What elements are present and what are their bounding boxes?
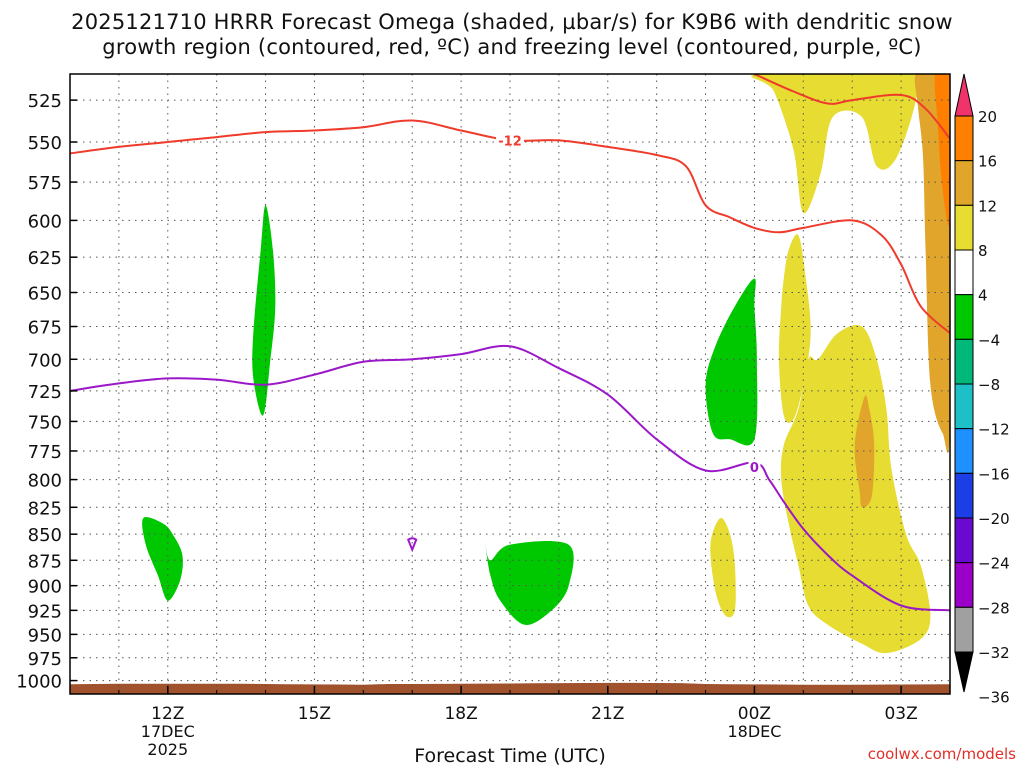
y-tick-label-950: 950 bbox=[28, 625, 62, 646]
y-tick-label-775: 775 bbox=[28, 442, 62, 463]
colorbar-cap-bottom bbox=[954, 651, 974, 693]
x-tick-label-00Z: 00Z bbox=[738, 704, 771, 724]
colorbar-label-6: −8 bbox=[978, 376, 1000, 394]
dgz-label-bg bbox=[496, 132, 524, 147]
site-credit: coolwx.com/models bbox=[867, 745, 1016, 763]
colorbar-label-2: 12 bbox=[978, 197, 997, 215]
colorbar-cap-top bbox=[954, 73, 974, 117]
y-tick-label-575: 575 bbox=[28, 173, 62, 194]
x-tick-sublabel-17DEC: 17DEC bbox=[141, 722, 195, 741]
omega-region-8 bbox=[881, 600, 918, 645]
x-tick-sublabel-2025: 2025 bbox=[147, 740, 188, 759]
contours: -12 0 bbox=[70, 74, 950, 612]
colorbar-swatch-5 bbox=[954, 294, 974, 340]
omega-region-10 bbox=[705, 278, 758, 446]
colorbar-label-5: −4 bbox=[978, 331, 1000, 349]
y-tick-label-900: 900 bbox=[28, 577, 62, 598]
colorbar-swatch-2 bbox=[954, 160, 974, 206]
freezing-level-line bbox=[70, 344, 950, 612]
y-tick-label-925: 925 bbox=[28, 601, 62, 622]
colorbar-swatch-10 bbox=[954, 517, 974, 564]
y-tick-label-750: 750 bbox=[28, 412, 62, 433]
colorbar-label-8: −16 bbox=[978, 465, 1010, 483]
y-tick-label-675: 675 bbox=[28, 318, 62, 339]
colorbar-label-11: −28 bbox=[978, 599, 1010, 617]
chart-title-line-1: 2025121710 HRRR Forecast Omega (shaded, … bbox=[71, 10, 953, 34]
y-tick-label-975: 975 bbox=[28, 649, 62, 670]
y-tick-label-725: 725 bbox=[28, 382, 62, 403]
freezing-level-bubble bbox=[407, 537, 418, 553]
colorbar-swatch-7 bbox=[954, 383, 974, 430]
x-tick-label-18Z: 18Z bbox=[444, 704, 477, 724]
colorbar-swatch-8 bbox=[954, 428, 974, 474]
x-tick-label-21Z: 21Z bbox=[591, 704, 624, 724]
colorbar-label-1: 16 bbox=[978, 153, 997, 171]
omega-region-7 bbox=[710, 517, 736, 618]
colorbar-label-0: 20 bbox=[978, 108, 997, 126]
y-tick-label-875: 875 bbox=[28, 551, 62, 572]
colorbar-swatch-4 bbox=[954, 249, 974, 296]
freezing-label-bg bbox=[748, 459, 761, 475]
omega-region-3 bbox=[780, 324, 931, 654]
freezing-level-label: 0 bbox=[750, 461, 759, 476]
colorbar-label-3: 8 bbox=[978, 242, 988, 260]
pressure-axis: 525 550 575 600 625 650 675 700 725 750 775 800 825 8… bbox=[16, 91, 77, 693]
colorbar-label-13: −36 bbox=[978, 689, 1010, 707]
dgz-contour-line-upper bbox=[753, 74, 950, 140]
colorbar-label-7: −12 bbox=[978, 421, 1010, 439]
omega-region-12 bbox=[485, 541, 574, 625]
dgz-contour-label: -12 bbox=[498, 134, 522, 149]
y-tick-label-550: 550 bbox=[28, 133, 62, 154]
y-tick-label-625: 625 bbox=[28, 248, 62, 269]
colorbar-swatch-11 bbox=[954, 562, 974, 608]
y-tick-label-700: 700 bbox=[28, 350, 62, 371]
y-tick-label-825: 825 bbox=[28, 498, 62, 519]
x-tick-sublabel-18DEC: 18DEC bbox=[727, 722, 781, 741]
colorbar-label-9: −20 bbox=[978, 510, 1010, 528]
terrain-strip bbox=[70, 682, 950, 694]
chart-title-line-2: growth region (contoured, red, ºC) and f… bbox=[102, 35, 922, 59]
colorbar-swatch-6 bbox=[954, 338, 974, 385]
colorbar-label-10: −24 bbox=[978, 555, 1010, 573]
y-tick-label-650: 650 bbox=[28, 284, 62, 305]
x-tick-label-15Z: 15Z bbox=[298, 704, 331, 724]
y-tick-label-1000: 1000 bbox=[16, 672, 62, 693]
y-tick-label-525: 525 bbox=[28, 91, 62, 112]
x-tick-label-03Z: 03Z bbox=[884, 704, 917, 724]
colorbar-label-4: 4 bbox=[978, 287, 988, 305]
dgz-contour-line bbox=[70, 119, 950, 334]
x-tick-label-12Z: 12Z bbox=[151, 704, 184, 724]
omega-region-9 bbox=[252, 205, 276, 416]
colorbar: 20 16 12 8 4 −4 −8 −12 −16 −20 −24 −28 −32 −36 bbox=[954, 73, 1010, 707]
colorbar-label-12: −32 bbox=[978, 644, 1010, 662]
y-tick-label-800: 800 bbox=[28, 471, 62, 492]
colorbar-swatch-3 bbox=[954, 204, 974, 251]
colorbar-swatch-9 bbox=[954, 472, 974, 519]
colorbar-swatch-12 bbox=[954, 606, 974, 653]
y-tick-label-600: 600 bbox=[28, 211, 62, 232]
colorbar-swatch-1 bbox=[954, 115, 974, 162]
y-tick-label-850: 850 bbox=[28, 525, 62, 546]
omega-region-0 bbox=[751, 74, 925, 214]
omega-region-6 bbox=[934, 74, 950, 227]
omega-region-11 bbox=[142, 517, 183, 601]
x-axis-label: Forecast Time (UTC) bbox=[414, 745, 606, 767]
omega-region-2 bbox=[778, 234, 811, 423]
